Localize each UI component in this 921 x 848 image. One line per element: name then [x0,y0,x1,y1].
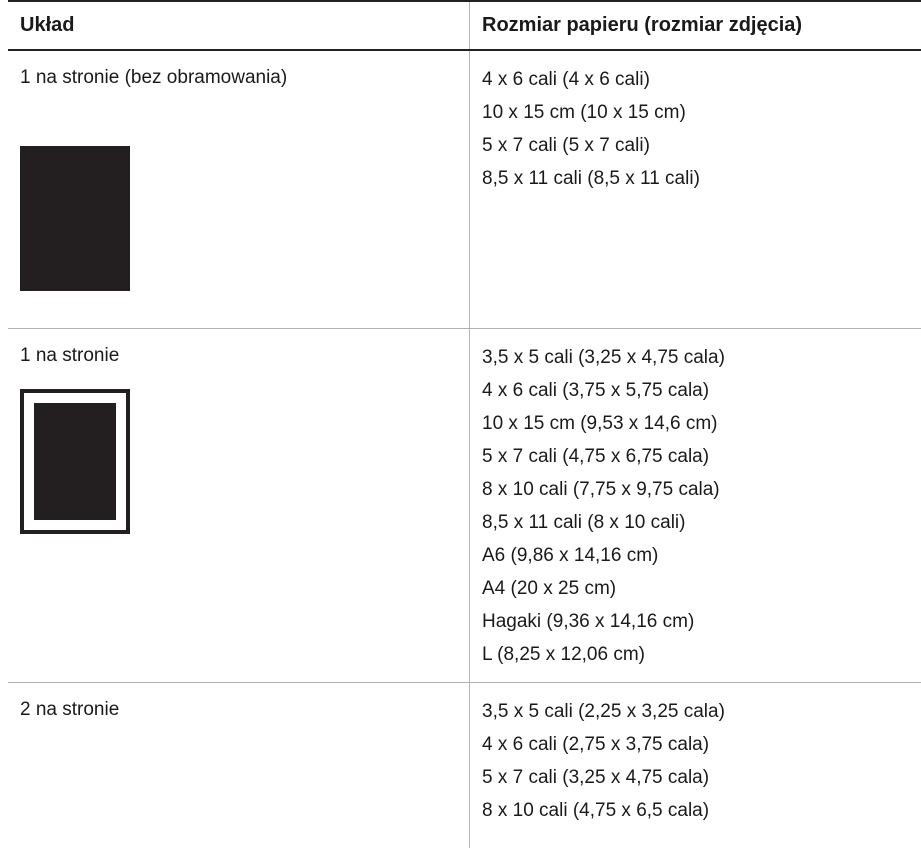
paper-size-item: A6 (9,86 x 14,16 cm) [482,545,659,566]
header-paper-size: Rozmiar papieru (rozmiar zdjęcia) [469,2,921,49]
borderless-photo-icon [20,146,130,291]
paper-size-item: 8,5 x 11 cali (8 x 10 cali) [482,512,686,533]
paper-size-list: 4 x 6 cali (4 x 6 cali) 10 x 15 cm (10 x… [482,63,921,195]
bordered-photo-icon [20,389,130,534]
paper-size-item: 5 x 7 cali (4,75 x 6,75 cala) [482,446,710,467]
header-layout: Układ [20,14,75,36]
paper-size-item: 10 x 15 cm (10 x 15 cm) [482,102,686,123]
paper-size-item: 8,5 x 11 cali (8,5 x 11 cali) [482,168,700,189]
paper-size-item: 3,5 x 5 cali (3,25 x 4,75 cala) [482,347,725,368]
paper-size-item: A4 (20 x 25 cm) [482,578,617,599]
paper-size-item: 4 x 6 cali (3,75 x 5,75 cala) [482,380,710,401]
paper-size-item: Hagaki (9,36 x 14,16 cm) [482,611,695,632]
paper-size-cell: 3,5 x 5 cali (3,25 x 4,75 cala) 4 x 6 ca… [469,329,921,682]
layout-label: 2 na stronie [20,699,120,720]
paper-size-list: 3,5 x 5 cali (3,25 x 4,75 cala) 4 x 6 ca… [482,341,921,671]
table-header-row: Układ Rozmiar papieru (rozmiar zdjęcia) [8,2,921,51]
layout-paper-size-table: Układ Rozmiar papieru (rozmiar zdjęcia) … [8,0,921,848]
layout-label: 1 na stronie [20,345,120,366]
paper-size-item: 10 x 15 cm (9,53 x 14,6 cm) [482,413,718,434]
paper-size-item: 3,5 x 5 cali (2,25 x 3,25 cala) [482,701,725,722]
table-top-rule [8,0,921,2]
paper-size-item: 5 x 7 cali (5 x 7 cali) [482,135,650,156]
table-row: 2 na stronie 3,5 x 5 cali (2,25 x 3,25 c… [8,683,921,848]
layout-label: 1 na stronie (bez obramowania) [20,67,288,88]
paper-size-cell: 3,5 x 5 cali (2,25 x 3,25 cala) 4 x 6 ca… [469,683,921,848]
layout-cell: 1 na stronie [8,329,469,682]
paper-size-item: 4 x 6 cali (2,75 x 3,75 cala) [482,734,710,755]
layout-cell: 2 na stronie [8,683,469,848]
paper-size-item: 8 x 10 cali (7,75 x 9,75 cala) [482,479,720,500]
table-row: 1 na stronie (bez obramowania) 4 x 6 cal… [8,51,921,329]
paper-size-item: 5 x 7 cali (3,25 x 4,75 cala) [482,767,710,788]
paper-size-item: 4 x 6 cali (4 x 6 cali) [482,69,650,90]
paper-size-list: 3,5 x 5 cali (2,25 x 3,25 cala) 4 x 6 ca… [482,695,921,827]
paper-size-item: 8 x 10 cali (4,75 x 6,5 cala) [482,800,710,821]
photo-area [34,403,116,520]
paper-size-item: L (8,25 x 12,06 cm) [482,644,645,665]
layout-cell: 1 na stronie (bez obramowania) [8,51,469,328]
table-row: 1 na stronie 3,5 x 5 cali (3,25 x 4,75 c… [8,329,921,683]
paper-size-cell: 4 x 6 cali (4 x 6 cali) 10 x 15 cm (10 x… [469,51,921,328]
